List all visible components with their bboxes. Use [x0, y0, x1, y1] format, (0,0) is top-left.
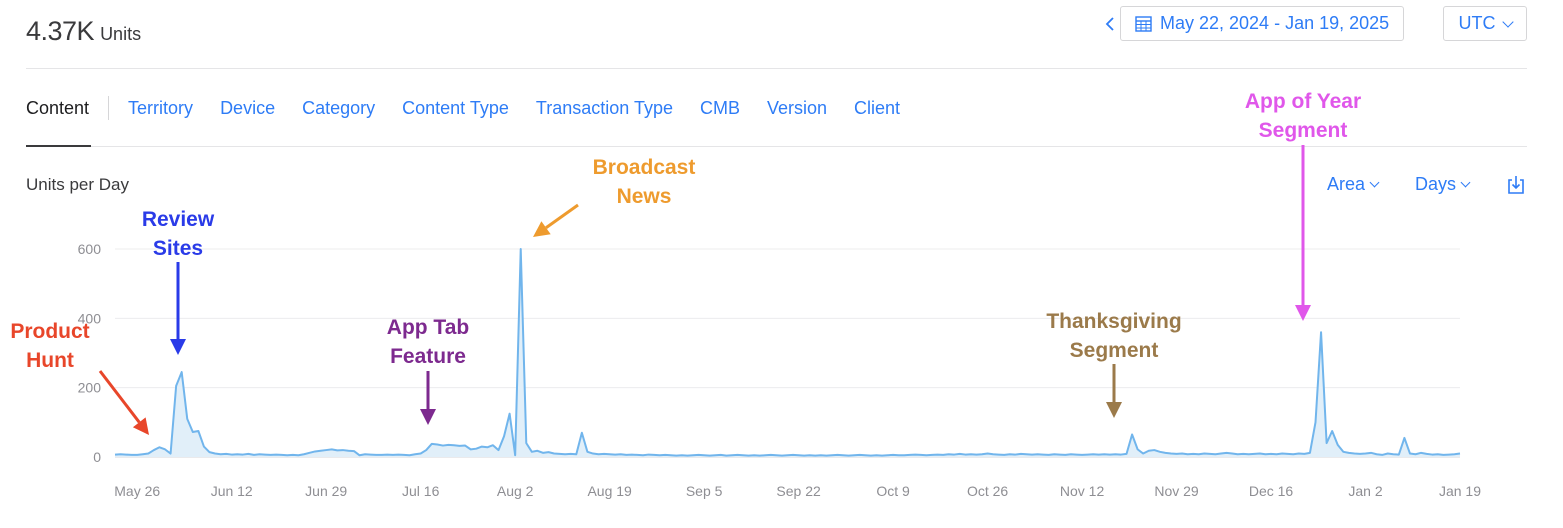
- tab-separator: [108, 96, 110, 120]
- annotation-label: Review Sites: [142, 208, 215, 260]
- tab-transaction-type[interactable]: Transaction Type: [535, 97, 673, 118]
- x-tick-label: Nov 12: [1060, 483, 1105, 499]
- x-tick-label: Oct 9: [876, 483, 910, 499]
- annotation-arrowhead: [1106, 402, 1122, 418]
- annotation-arrowhead: [1295, 305, 1311, 321]
- annotation-label: App of Year Segment: [1245, 90, 1361, 142]
- x-tick-label: Sep 5: [686, 483, 723, 499]
- y-tick-label: 0: [93, 449, 101, 465]
- tab-content[interactable]: Content: [26, 97, 90, 118]
- tab-version[interactable]: Version: [766, 97, 828, 118]
- series-line: [114, 248, 1461, 457]
- download-icon[interactable]: [1507, 175, 1525, 195]
- previous-range-button[interactable]: [1102, 13, 1118, 35]
- series-area: [115, 249, 1460, 457]
- x-tick-label: Sep 22: [776, 483, 821, 499]
- annotation-arrow: [545, 203, 579, 229]
- x-tick-label: May 26: [114, 483, 160, 499]
- y-tick-label: 200: [78, 380, 102, 396]
- tab-territory[interactable]: Territory: [128, 97, 194, 118]
- chart-title: Units per Day: [26, 175, 129, 194]
- x-tick-label: Nov 29: [1154, 483, 1199, 499]
- total-units-value: 4.37K: [26, 16, 95, 46]
- chart-type-label: Area: [1327, 174, 1366, 194]
- total-units-unit: Units: [100, 24, 142, 44]
- annotation-label: App Tab Feature: [387, 316, 469, 368]
- timezone-label: UTC: [1458, 13, 1496, 33]
- y-tick-label: 400: [78, 310, 102, 326]
- calendar-icon: [1135, 16, 1152, 32]
- x-tick-label: Dec 16: [1249, 483, 1294, 499]
- chart-type-select[interactable]: Area: [1327, 174, 1380, 195]
- tabs-divider: [26, 146, 1527, 147]
- date-range-picker[interactable]: May 22, 2024 - Jan 19, 2025: [1120, 6, 1404, 41]
- chevron-left-icon: [1105, 17, 1114, 31]
- x-tick-label: Jan 19: [1439, 483, 1481, 499]
- tab-cmb[interactable]: CMB: [699, 97, 740, 118]
- x-tick-label: Oct 26: [967, 483, 1008, 499]
- timezone-select[interactable]: UTC: [1443, 6, 1527, 41]
- tab-category[interactable]: Category: [302, 97, 376, 118]
- tab-client[interactable]: Client: [854, 97, 901, 118]
- dimension-tabs: Content Territory Device Category Conten…: [26, 96, 927, 120]
- x-tick-label: Jul 16: [402, 483, 440, 499]
- x-tick-label: Jun 12: [211, 483, 253, 499]
- tab-content-type[interactable]: Content Type: [402, 97, 509, 118]
- annotation-arrow: [98, 370, 141, 424]
- annotation-label: Product Hunt: [10, 320, 89, 372]
- annotation-label: Thanksgiving Segment: [1046, 310, 1181, 362]
- x-tick-label: Jan 2: [1348, 483, 1382, 499]
- annotation-label: Broadcast News: [593, 156, 696, 208]
- granularity-label: Days: [1415, 174, 1457, 194]
- annotation-arrowhead: [533, 221, 551, 237]
- granularity-select[interactable]: Days: [1415, 174, 1471, 195]
- x-tick-label: Aug 2: [497, 483, 534, 499]
- y-tick-label: 600: [78, 241, 102, 257]
- date-range-label: May 22, 2024 - Jan 19, 2025: [1160, 13, 1390, 33]
- active-tab-indicator: [26, 145, 91, 147]
- annotation-arrowhead: [132, 417, 149, 435]
- annotation-arrowhead: [420, 409, 436, 425]
- header-divider: [26, 68, 1527, 69]
- x-tick-label: Jun 29: [305, 483, 347, 499]
- annotation-arrowhead: [170, 339, 186, 355]
- x-tick-label: Aug 19: [587, 483, 632, 499]
- tab-device[interactable]: Device: [220, 97, 276, 118]
- total-units-summary: 4.37K Units: [26, 16, 141, 47]
